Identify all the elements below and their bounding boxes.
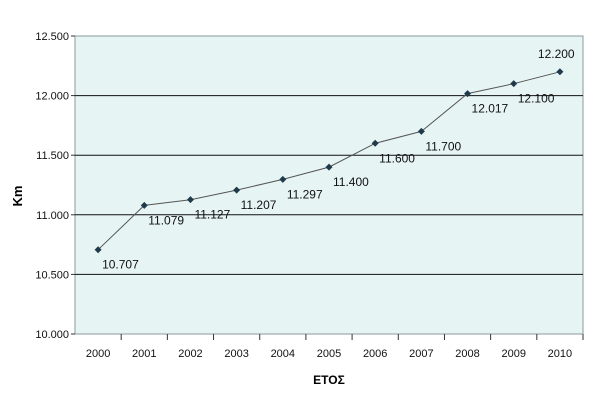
x-tick-label: 2004 [271,348,295,360]
data-label: 12.017 [472,102,509,116]
data-label: 11.079 [148,213,184,227]
x-tick-label: 2009 [501,348,525,360]
y-axis-title: Km [10,186,25,207]
data-point [140,201,148,209]
data-markers [94,68,564,254]
data-label: 12.100 [518,92,555,106]
data-point [186,196,194,204]
data-point [371,139,379,147]
data-label: 11.700 [425,139,461,153]
data-label: 11.127 [194,208,230,222]
data-point [325,163,333,171]
data-point [233,186,241,194]
data-point [279,175,287,183]
y-tick-label: 10.500 [35,269,69,281]
x-tick-label: 2008 [455,348,479,360]
y-tick-label: 12.500 [35,31,69,43]
x-tick-label: 2001 [132,348,156,360]
y-tick-label: 10.000 [35,329,69,341]
x-tick-label: 2005 [317,348,341,360]
y-tick-labels: 10.000 10.500 11.000 11.500 12.000 12.500 [35,31,69,341]
x-tick-label: 2000 [86,348,110,360]
data-label: 11.600 [379,151,415,165]
data-label: 11.297 [287,187,323,201]
data-label: 12.200 [538,47,575,61]
x-tick-label: 2010 [548,348,572,360]
x-tick-label: 2003 [224,348,248,360]
data-point [417,127,425,135]
data-point [510,80,518,88]
data-label: 11.207 [241,198,277,212]
data-labels: 10.707 11.079 11.127 11.207 11.297 11.400 11.6… [102,47,575,272]
y-tick-label: 11.000 [36,210,69,222]
x-tick-label: 2007 [409,348,433,360]
data-label: 10.707 [102,258,139,272]
y-tick-label: 11.500 [36,150,69,162]
x-tick-labels: 2000 2001 2002 2003 2004 2005 2006 2007 2008 2009… [86,334,584,360]
data-point [464,90,472,98]
x-tick-label: 2002 [178,348,202,360]
x-tick-label: 2006 [363,348,387,360]
plot-area [74,35,584,335]
x-axis-title: ΕΤΟΣ [313,373,345,387]
data-point [94,246,102,254]
y-tick-label: 12.000 [35,91,69,103]
data-label: 11.400 [333,175,369,189]
data-point [556,68,564,76]
gridlines [71,35,583,335]
